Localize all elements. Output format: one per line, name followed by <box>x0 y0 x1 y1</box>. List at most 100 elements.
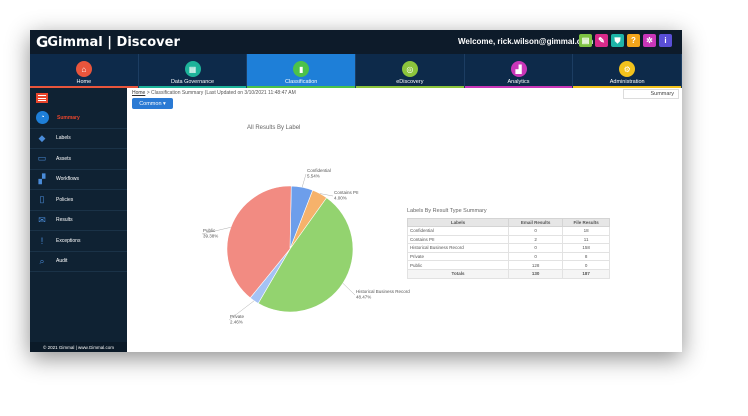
analytics-icon: ▟ <box>510 61 527 77</box>
workflows-icon: ▞ <box>38 173 46 184</box>
main-content: Home > Classification Summary (Last Upda… <box>127 88 682 352</box>
sidebar-item-assets[interactable]: ▭ Assets <box>30 149 127 170</box>
logo[interactable]: G Gimmal | Discover <box>36 33 180 51</box>
top-icon-toolbar: ▤ ✎ ⛊? ✲ i <box>579 34 672 47</box>
table-cell: 0 <box>507 251 564 262</box>
sidebar-item-audit[interactable]: ⌕ Audit <box>30 252 127 272</box>
sidebar-item-labels[interactable]: ◆ Labels <box>30 129 127 149</box>
ediscovery-icon: ◎ <box>401 61 418 77</box>
hamburger-menu-icon[interactable] <box>36 93 48 103</box>
logo-text: Gimmal | Discover <box>47 34 180 50</box>
nav-tab-data-governance[interactable]: ▦ Data Governance <box>138 54 248 88</box>
totals-cell: 130 <box>507 268 564 279</box>
main-nav: ⌂ Home ▦ Data Governance ▮ Classification ◎ eDi… <box>30 54 682 88</box>
sidebar: ◔ Summary ◆ Labels ▭ Assets ▞ Workflows ▯ Policie… <box>30 88 127 352</box>
nav-tab-label: Home <box>76 79 92 85</box>
policies-icon: ▯ <box>39 194 45 205</box>
pie-leader-line <box>301 173 307 188</box>
breadcrumb-text: > Classification Summary (Last Updated o… <box>145 90 296 96</box>
info-icon[interactable]: i <box>659 34 672 47</box>
help-icon[interactable]: ? <box>627 34 640 47</box>
column-header[interactable]: Email Results <box>507 218 564 227</box>
nav-tab-classification[interactable]: ▮ Classification <box>247 54 357 88</box>
sidebar-item-label: Policies <box>56 196 74 203</box>
report-icon[interactable]: ▤ <box>579 34 592 47</box>
pie-value-label: 48.47% <box>356 295 371 300</box>
nav-tab-label: Data Governance <box>170 79 215 85</box>
nav-tab-ediscovery[interactable]: ◎ eDiscovery <box>356 54 465 88</box>
exceptions-icon: ! <box>40 235 44 246</box>
data-governance-icon: ▦ <box>184 61 201 77</box>
nav-tab-underline <box>464 86 573 88</box>
shield-icon[interactable]: ⛊ <box>611 34 624 47</box>
table-cell: Private <box>407 251 509 262</box>
table-cell: Historical Business Record <box>407 243 509 253</box>
table-row: Public 128 0 <box>407 260 610 270</box>
breadcrumb-home-link[interactable]: Home <box>132 90 146 96</box>
pie-leader-line <box>319 193 334 197</box>
sidebar-item-label: Audit <box>56 258 68 265</box>
sidebar-item-workflows[interactable]: ▞ Workflows <box>30 170 127 190</box>
summary-selector[interactable]: Summary <box>623 89 679 99</box>
top-bar: G Gimmal | Discover Welcome, rick.wilson… <box>30 30 682 54</box>
nav-tab-analytics[interactable]: ▟ Analytics <box>464 54 574 88</box>
pie-label: Public <box>203 228 216 233</box>
pie-value-label: 39.38% <box>203 234 218 239</box>
table-cell: 158 <box>562 243 610 253</box>
sidebar-item-label: Results <box>56 217 73 224</box>
table-row: Historical Business Record 0 158 <box>407 243 610 253</box>
nav-tab-underline <box>138 86 247 88</box>
pie-label: Confidential <box>307 168 331 173</box>
sidebar-item-results[interactable]: ✉ Results <box>30 211 127 231</box>
table-cell: 8 <box>562 251 610 262</box>
nav-tab-administration[interactable]: ⚙ Administration <box>573 54 682 88</box>
table-cell: Confidential <box>407 226 509 236</box>
pie-label: Contains PII <box>334 190 359 195</box>
sidebar-item-label: Labels <box>56 135 71 142</box>
table-cell: 2 <box>507 234 564 245</box>
nav-tab-underline <box>247 86 356 88</box>
pie-slice-historical-business-record[interactable] <box>257 197 354 313</box>
sidebar-item-exceptions[interactable]: ! Exceptions <box>30 231 127 252</box>
column-header[interactable]: Labels <box>407 218 509 227</box>
pie-label: Historical Business Record <box>356 289 410 294</box>
table-cell: 0 <box>562 260 610 270</box>
pie-leader-line <box>228 300 255 321</box>
nav-tab-label: Analytics <box>507 79 530 85</box>
edit-icon[interactable]: ✎ <box>595 34 608 47</box>
logo-mark: G <box>36 33 48 51</box>
totals-cell: 187 <box>562 268 610 279</box>
column-header[interactable]: File Results <box>562 218 610 227</box>
welcome-user-menu[interactable]: Welcome, rick.wilson@gimmal.com - <box>458 37 599 46</box>
pie-label: Private <box>230 314 245 319</box>
pie-leader-line <box>342 283 356 296</box>
sidebar-item-policies[interactable]: ▯ Policies <box>30 190 127 211</box>
table-row: Confidential 0 18 <box>407 226 610 236</box>
sidebar-list: ◔ Summary ◆ Labels ▭ Assets ▞ Workflows ▯ Policie… <box>30 108 127 272</box>
nav-tab-underline <box>573 86 682 88</box>
administration-icon: ⚙ <box>619 61 636 77</box>
nav-tab-label: Administration <box>609 79 645 85</box>
table-row: Contains PII 2 11 <box>407 234 610 245</box>
table-title: Labels By Result Type Summary <box>407 208 487 214</box>
audit-icon: ⌕ <box>39 255 45 266</box>
table-cell: 0 <box>507 226 564 236</box>
nav-tab-underline <box>30 86 138 88</box>
sidebar-item-label: Summary <box>57 114 80 121</box>
table-cell: 0 <box>507 243 564 253</box>
sidebar-item-summary[interactable]: ◔ Summary <box>30 108 127 129</box>
table-cell: 128 <box>507 260 564 270</box>
nav-tab-underline <box>356 86 464 88</box>
labels-icon: ◆ <box>38 132 46 143</box>
common-dropdown-button[interactable]: Common ▾ <box>132 98 173 109</box>
sidebar-item-label: Assets <box>56 155 72 162</box>
pie-value-label: 5.54% <box>307 174 320 179</box>
table-cell: 18 <box>562 226 610 236</box>
nav-tab-home[interactable]: ⌂ Home <box>30 54 139 88</box>
home-icon: ⌂ <box>75 61 92 77</box>
footer-copyright: © 2021 Gimmal | www.Gimmal.com <box>30 342 127 352</box>
sidebar-item-label: Exceptions <box>56 237 81 244</box>
classification-icon: ▮ <box>293 61 310 77</box>
gear-icon[interactable]: ✲ <box>643 34 656 47</box>
